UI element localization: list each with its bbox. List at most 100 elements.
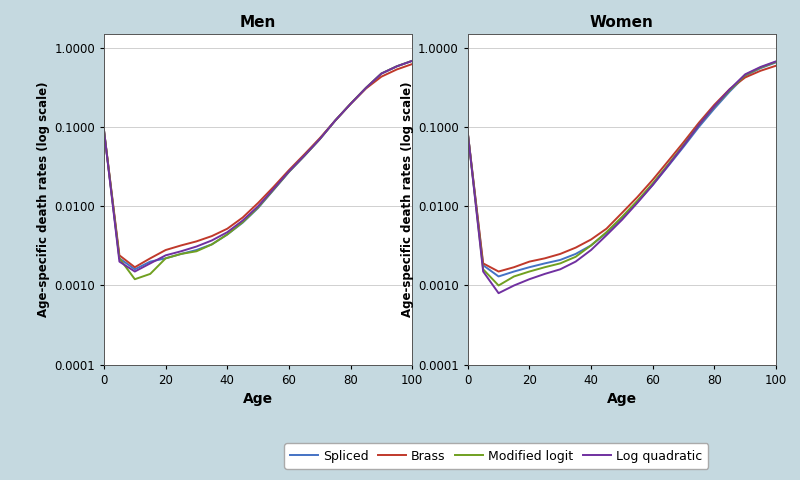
Line: Brass: Brass <box>104 64 412 267</box>
Log quadratic <box>161 252 170 258</box>
Brass <box>99 128 109 133</box>
Modified logit <box>740 72 750 78</box>
Y-axis label: Age-specific death rates (log scale): Age-specific death rates (log scale) <box>401 82 414 317</box>
Log quadratic <box>99 128 109 133</box>
Spliced <box>146 259 155 264</box>
Spliced <box>254 205 263 211</box>
Modified logit <box>602 229 611 235</box>
Spliced <box>494 274 503 279</box>
Log quadratic <box>377 71 386 76</box>
Brass <box>586 237 596 242</box>
Modified logit <box>146 271 155 277</box>
Brass <box>146 255 155 261</box>
Log quadratic <box>710 103 719 109</box>
Spliced <box>192 247 202 253</box>
Log quadratic <box>725 86 734 92</box>
Log quadratic <box>509 283 518 288</box>
Modified logit <box>509 274 518 279</box>
Modified logit <box>299 153 309 159</box>
Spliced <box>725 88 734 94</box>
Modified logit <box>330 118 340 123</box>
Brass <box>740 74 750 80</box>
Y-axis label: Age-specific death rates (log scale): Age-specific death rates (log scale) <box>37 82 50 317</box>
Spliced <box>586 242 596 248</box>
Modified logit <box>161 255 170 261</box>
Spliced <box>663 163 673 169</box>
Brass <box>571 245 581 251</box>
Log quadratic <box>478 269 488 275</box>
Log quadratic <box>130 269 140 275</box>
Log quadratic <box>315 136 325 142</box>
Spliced <box>617 216 626 221</box>
Modified logit <box>694 122 704 128</box>
Modified logit <box>586 242 596 248</box>
Brass <box>617 210 626 216</box>
Modified logit <box>207 241 217 247</box>
Brass <box>602 226 611 231</box>
Modified logit <box>494 283 503 288</box>
Brass <box>114 252 124 258</box>
Spliced <box>161 255 170 261</box>
Line: Log quadratic: Log quadratic <box>468 61 776 293</box>
Log quadratic <box>494 290 503 296</box>
Spliced <box>756 65 766 71</box>
Modified logit <box>284 169 294 175</box>
Spliced <box>678 144 688 150</box>
Brass <box>555 251 565 257</box>
Log quadratic <box>238 217 247 223</box>
Log quadratic <box>771 59 781 64</box>
Brass <box>269 184 278 190</box>
Modified logit <box>555 261 565 266</box>
Spliced <box>540 261 550 266</box>
Brass <box>694 120 704 126</box>
Log quadratic <box>299 153 309 158</box>
Spliced <box>284 169 294 175</box>
Brass <box>407 61 417 67</box>
Log quadratic <box>463 130 473 135</box>
Brass <box>346 101 355 107</box>
Brass <box>771 63 781 69</box>
Line: Spliced: Spliced <box>104 61 412 269</box>
Spliced <box>377 71 386 76</box>
Spliced <box>99 128 109 133</box>
Spliced <box>648 182 658 188</box>
Modified logit <box>392 63 402 69</box>
Spliced <box>315 136 325 142</box>
Line: Spliced: Spliced <box>468 62 776 276</box>
Brass <box>725 86 734 92</box>
Modified logit <box>176 251 186 257</box>
Modified logit <box>130 276 140 282</box>
Modified logit <box>254 204 263 210</box>
Brass <box>525 259 534 264</box>
Brass <box>315 135 325 141</box>
Spliced <box>555 257 565 263</box>
Log quadratic <box>330 118 340 123</box>
Modified logit <box>663 162 673 168</box>
Log quadratic <box>176 249 186 254</box>
Brass <box>254 200 263 206</box>
Log quadratic <box>192 244 202 250</box>
X-axis label: Age: Age <box>243 392 273 407</box>
Modified logit <box>678 142 688 148</box>
Spliced <box>694 124 704 130</box>
Brass <box>478 261 488 266</box>
Log quadratic <box>207 238 217 243</box>
Brass <box>207 233 217 239</box>
Modified logit <box>99 128 109 133</box>
Modified logit <box>771 59 781 65</box>
Modified logit <box>315 136 325 142</box>
Brass <box>222 226 232 231</box>
Spliced <box>463 130 473 135</box>
Log quadratic <box>346 101 355 107</box>
Spliced <box>238 220 247 226</box>
Modified logit <box>269 187 278 192</box>
Spliced <box>346 101 355 107</box>
Modified logit <box>540 264 550 270</box>
Brass <box>540 255 550 261</box>
Modified logit <box>633 198 642 204</box>
Log quadratic <box>602 232 611 238</box>
Modified logit <box>648 180 658 186</box>
Title: Women: Women <box>590 15 654 30</box>
X-axis label: Age: Age <box>607 392 637 407</box>
Modified logit <box>407 58 417 64</box>
